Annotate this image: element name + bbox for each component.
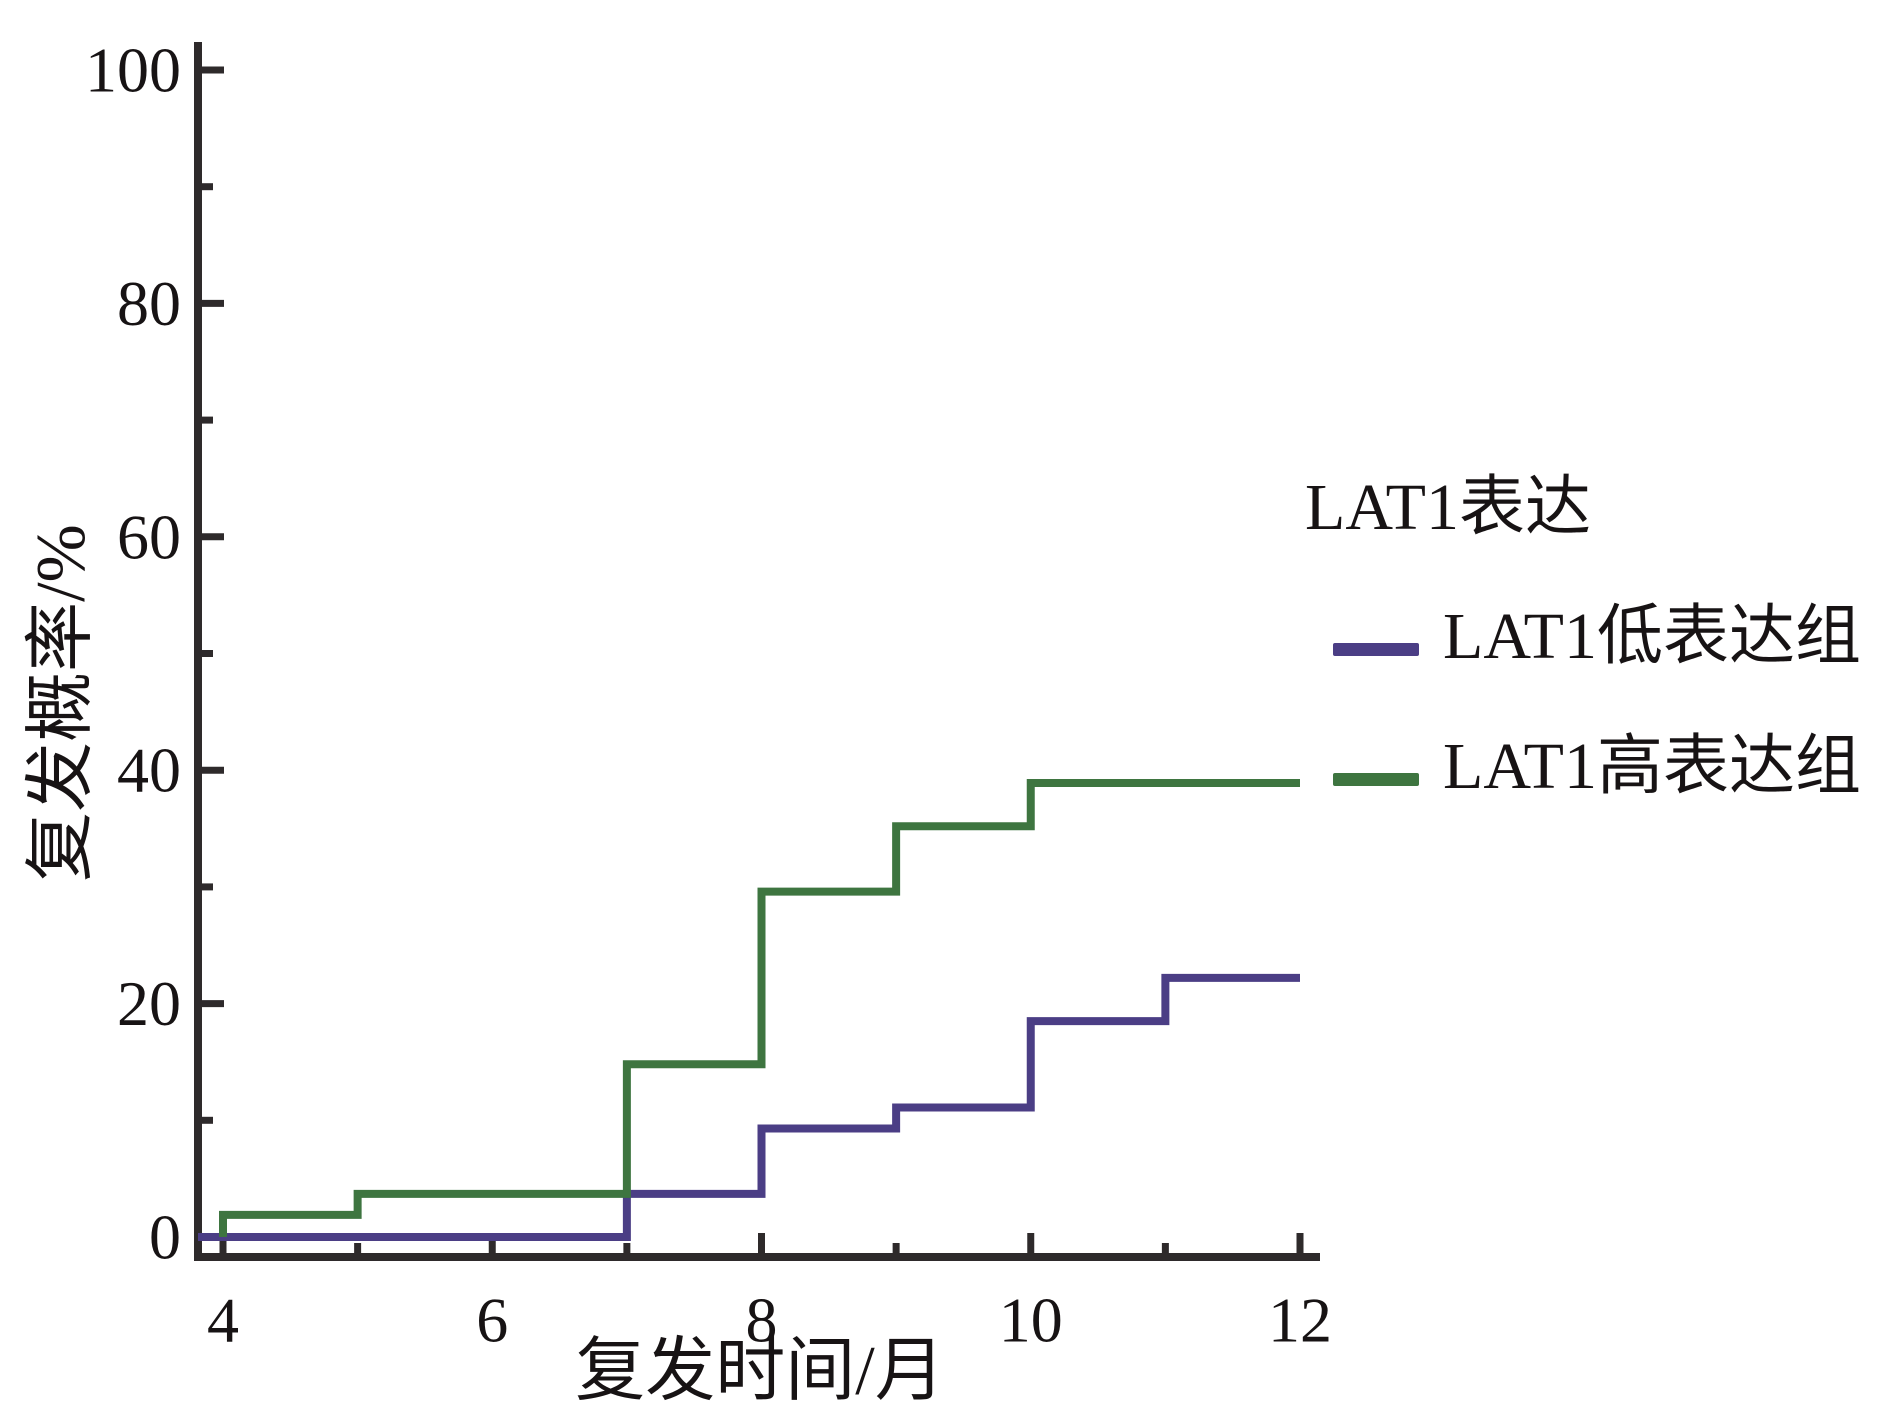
y-tick-label: 0 [149, 1202, 181, 1273]
legend-label-lat1-high: LAT1高表达组 [1443, 730, 1861, 803]
legend-label-lat1-low: LAT1低表达组 [1443, 600, 1861, 673]
legend-entry-lat1-low: LAT1低表达组 [1305, 592, 1861, 682]
series-line-lat1-high [219, 779, 1300, 1237]
legend-line-swatch-lat1-high [1333, 772, 1419, 786]
series-line-lat1-low [198, 973, 1300, 1241]
y-tick-label: 40 [117, 735, 181, 806]
x-tick-label: 4 [207, 1285, 239, 1356]
legend-line-swatch-lat1-low [1333, 642, 1419, 656]
x-tick-label: 12 [1268, 1285, 1332, 1356]
x-tick-label: 10 [999, 1285, 1063, 1356]
legend-entry-lat1-high: LAT1高表达组 [1305, 722, 1861, 812]
legend: LAT1表达 LAT1低表达组 LAT1高表达组 [1305, 470, 1885, 803]
y-axis-title: 复发概率/% [23, 524, 100, 882]
legend-title: LAT1表达 [1305, 471, 1591, 544]
x-tick-label: 6 [476, 1285, 508, 1356]
y-tick-label: 60 [117, 501, 181, 572]
x-axis-title: 复发时间/月 [575, 1333, 945, 1410]
y-tick-label: 20 [117, 968, 181, 1039]
y-tick-label: 80 [117, 268, 181, 339]
x-tick-label: 8 [746, 1285, 778, 1356]
y-tick-label: 100 [85, 35, 181, 106]
